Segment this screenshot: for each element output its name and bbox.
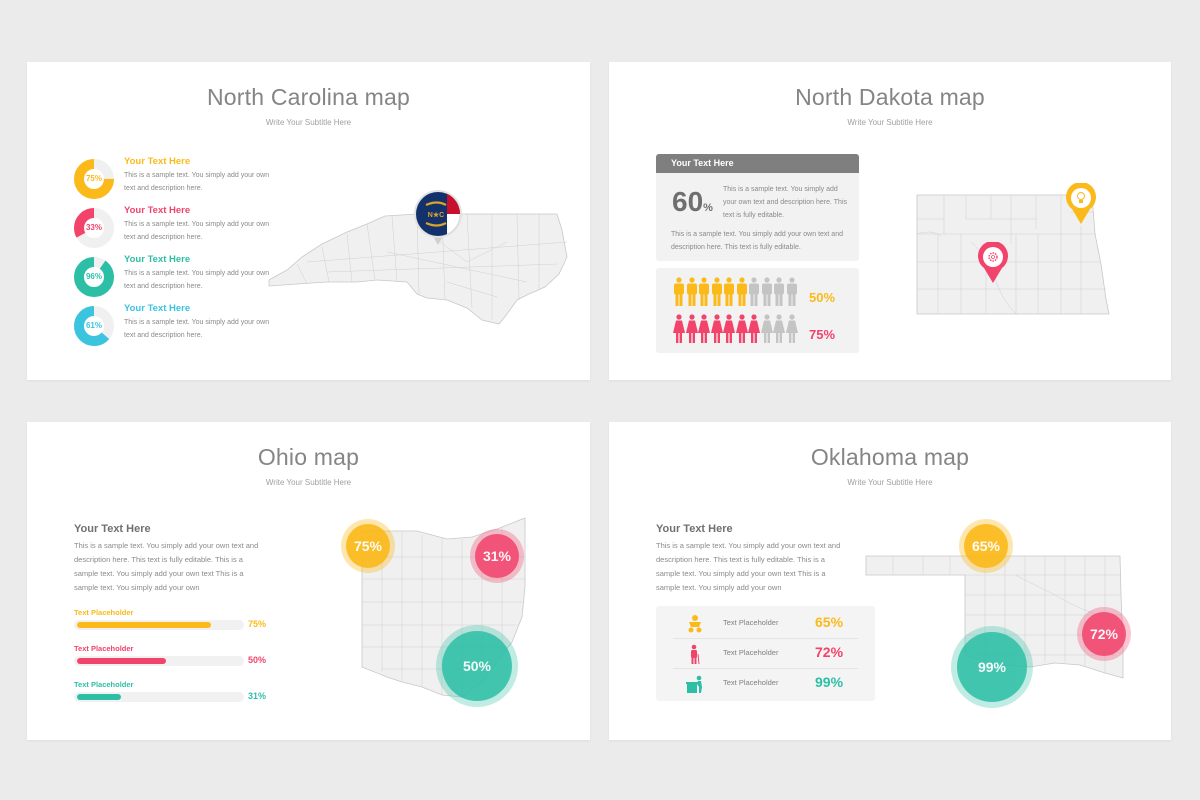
female-person-icon	[710, 314, 723, 343]
stats-row: Text Placeholder 65%	[673, 609, 858, 638]
stat-bubble: 31%	[470, 529, 524, 583]
stats-row: Text Placeholder 72%	[673, 638, 858, 667]
slide-north-carolina[interactable]: North Carolina map Write Your Subtitle H…	[27, 62, 590, 380]
female-person-icon	[785, 314, 798, 343]
donut-item: 96% Your Text Here This is a sample text…	[73, 254, 273, 300]
row-percent: 65%	[815, 614, 844, 630]
item-description: This is a sample text. You simply add yo…	[124, 172, 270, 192]
stat-bubble: 99%	[951, 626, 1033, 708]
female-person-icon	[760, 314, 773, 343]
slide-subtitle: Write Your Subtitle Here	[847, 478, 933, 487]
female-person-icon	[698, 314, 710, 343]
slide-title: Oklahoma map	[810, 444, 970, 470]
female-person-icon	[685, 314, 698, 343]
item-description: This is a sample text. You simply add yo…	[124, 221, 270, 241]
elderly-person-icon	[691, 644, 700, 664]
stat-bubble: 50%	[436, 625, 518, 707]
male-person-icon	[674, 277, 684, 306]
slide-title: North Carolina map	[206, 84, 411, 110]
gear-icon	[978, 242, 1008, 283]
donut-chart	[74, 159, 114, 199]
slide-subtitle: Write Your Subtitle Here	[265, 478, 352, 487]
male-percent: 50%	[809, 290, 836, 305]
female-person-icon	[723, 314, 735, 343]
progress-bar	[74, 620, 244, 630]
item-description: This is a sample text. You simply add yo…	[124, 270, 270, 290]
progress-bar	[74, 692, 244, 702]
row-percent: 99%	[815, 674, 844, 690]
donut-percent: 96%	[85, 272, 102, 281]
donut-item: 75% Your Text Here This is a sample text…	[73, 156, 273, 202]
row-percent: 72%	[815, 644, 844, 660]
big-stat: 60%	[672, 186, 713, 217]
male-person-icon	[774, 277, 784, 306]
stat-bubble: 72%	[1077, 607, 1131, 661]
donut-chart	[74, 257, 114, 297]
north-carolina-map	[268, 213, 568, 325]
section-heading: Your Text Here	[74, 523, 151, 535]
nc-flag-pin-icon: N★C	[414, 190, 462, 245]
card-text-secondary: This is a sample text. You simply add yo…	[671, 231, 843, 251]
male-person-icon	[711, 277, 722, 306]
female-icons-row	[673, 314, 798, 344]
slide-subtitle: Write Your Subtitle Here	[265, 118, 352, 127]
donut-percent: 75%	[85, 174, 102, 183]
male-person-icon	[736, 277, 747, 306]
slide-oklahoma[interactable]: Oklahoma map Write Your Subtitle Here Yo…	[609, 422, 1171, 740]
stat-bubble: 65%	[959, 519, 1013, 573]
donut-chart	[74, 208, 114, 248]
donut-percent: 61%	[85, 321, 102, 330]
female-person-icon	[735, 314, 748, 343]
female-person-icon	[773, 314, 785, 343]
progress-bar	[74, 656, 244, 666]
row-label: Text Placeholder	[723, 648, 779, 657]
male-icons-row	[673, 277, 798, 307]
male-person-icon	[699, 277, 709, 306]
bar-percent: 50%	[248, 655, 267, 665]
item-heading: Your Text Here	[124, 156, 191, 167]
slide-title: North Dakota map	[795, 84, 985, 110]
person-at-desk-icon	[686, 675, 702, 693]
section-body: This is a sample text. You simply add yo…	[74, 541, 259, 592]
bar-label: Text Placeholder	[74, 680, 134, 689]
bar-percent: 75%	[248, 619, 267, 629]
card-text: This is a sample text. You simply add yo…	[723, 186, 847, 219]
donut-percent: 33%	[85, 223, 102, 232]
slide-title: Ohio map	[257, 444, 360, 470]
item-heading: Your Text Here	[124, 205, 191, 216]
male-person-icon	[749, 277, 759, 306]
item-heading: Your Text Here	[124, 254, 191, 265]
item-heading: Your Text Here	[124, 303, 191, 314]
baby-icon	[688, 615, 702, 633]
slide-north-dakota[interactable]: North Dakota map Write Your Subtitle Her…	[609, 62, 1171, 380]
info-card: Your Text Here 60% This is a sample text…	[656, 154, 859, 261]
donut-item: 61% Your Text Here This is a sample text…	[73, 303, 273, 349]
male-person-icon	[686, 277, 697, 306]
male-person-icon	[761, 277, 772, 306]
lightbulb-icon	[1066, 183, 1096, 224]
bar-label: Text Placeholder	[74, 644, 134, 653]
item-description: This is a sample text. You simply add yo…	[124, 319, 270, 339]
bar-label: Text Placeholder	[74, 608, 134, 617]
slide-subtitle: Write Your Subtitle Here	[847, 118, 933, 127]
slide-ohio[interactable]: Ohio map Write Your Subtitle Here Your T…	[27, 422, 590, 740]
people-stats-panel: 50% 75%	[656, 268, 859, 353]
card-heading: Your Text Here	[656, 154, 859, 173]
stats-table: Text Placeholder 65% Text Placeholder 72…	[656, 606, 875, 701]
donut-chart	[74, 306, 114, 346]
row-label: Text Placeholder	[723, 618, 779, 627]
female-percent: 75%	[809, 327, 836, 342]
male-person-icon	[724, 277, 734, 306]
stats-row: Text Placeholder 99%	[673, 668, 858, 697]
bar-percent: 31%	[248, 691, 267, 701]
female-person-icon	[748, 314, 760, 343]
row-label: Text Placeholder	[723, 678, 779, 687]
donut-item: 33% Your Text Here This is a sample text…	[73, 205, 273, 251]
section-body: This is a sample text. You simply add yo…	[656, 541, 841, 592]
stat-bubble: 75%	[341, 519, 395, 573]
male-person-icon	[786, 277, 797, 306]
female-person-icon	[673, 314, 685, 343]
section-heading: Your Text Here	[656, 523, 733, 535]
svg-text:N★C: N★C	[428, 211, 444, 219]
